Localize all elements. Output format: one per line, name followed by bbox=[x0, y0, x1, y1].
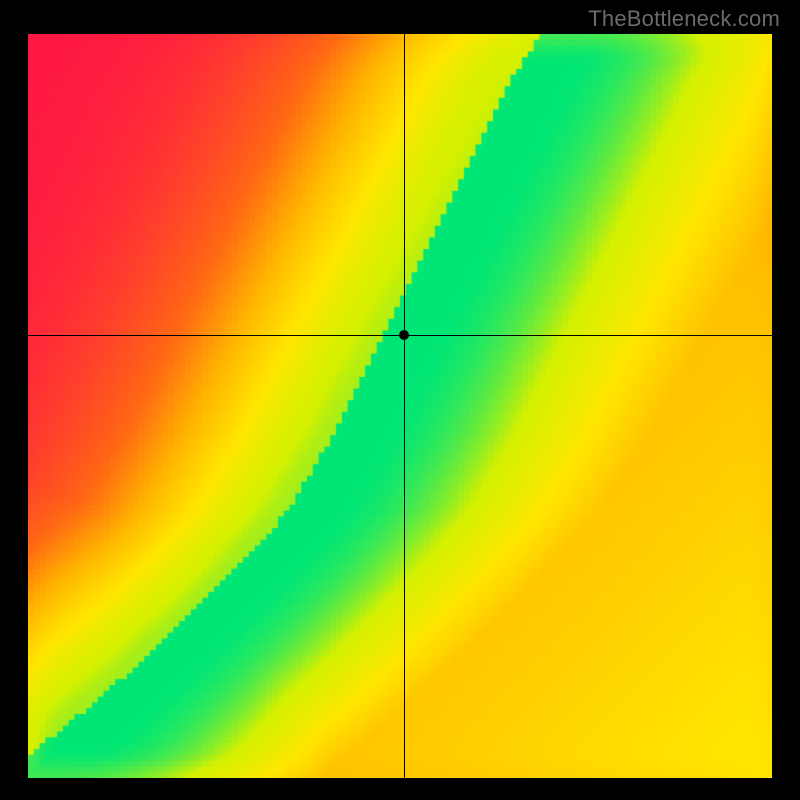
heatmap-canvas bbox=[28, 34, 772, 778]
watermark-text: TheBottleneck.com bbox=[588, 6, 780, 32]
crosshair-vertical bbox=[404, 34, 405, 778]
crosshair-marker bbox=[399, 330, 409, 340]
heatmap-plot bbox=[28, 34, 772, 778]
